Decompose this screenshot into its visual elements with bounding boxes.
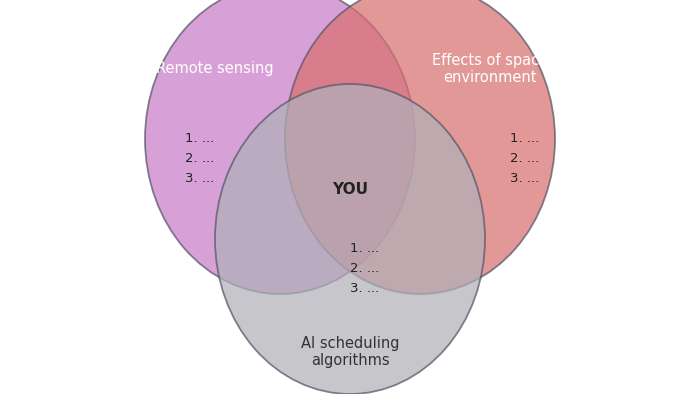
Text: YOU: YOU: [332, 182, 368, 197]
Text: Remote sensing: Remote sensing: [156, 61, 274, 76]
Text: AI scheduling
algorithms: AI scheduling algorithms: [301, 336, 399, 368]
Text: 1. ...
2. ...
3. ...: 1. ... 2. ... 3. ...: [510, 132, 539, 186]
Text: 1. ...
2. ...
3. ...: 1. ... 2. ... 3. ...: [185, 132, 214, 186]
Ellipse shape: [285, 0, 555, 294]
Text: 1. ...
2. ...
3. ...: 1. ... 2. ... 3. ...: [350, 242, 379, 296]
Ellipse shape: [145, 0, 415, 294]
Ellipse shape: [215, 84, 485, 394]
Text: Effects of space
environment: Effects of space environment: [432, 53, 548, 85]
